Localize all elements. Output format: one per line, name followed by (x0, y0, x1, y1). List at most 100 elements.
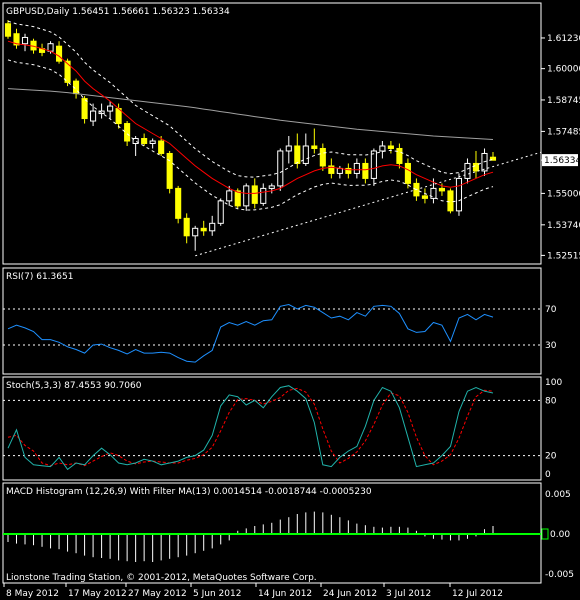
macd-pane[interactable]: MACD Histogram (12,26,9) With Filter MA(… (2, 482, 574, 584)
time-label: 27 May 2012 (128, 589, 187, 599)
candle-body (472, 162, 480, 172)
slow-moving-average-line (7, 88, 494, 140)
rsi-pane[interactable]: RSI(7) 61.3651 70 30 (2, 267, 557, 375)
macd-zero-marker (541, 528, 549, 540)
candle-body (285, 145, 292, 152)
stoch-main-line (7, 385, 494, 471)
candle-body (21, 36, 29, 45)
candle-body (226, 190, 233, 202)
rsi-plot (3, 303, 541, 363)
candle-body (404, 162, 411, 184)
candle-body (90, 110, 97, 122)
candle-body (149, 140, 156, 144)
candle-body (64, 60, 71, 83)
rsi-axis: 70 30 (545, 305, 557, 351)
candle-body (4, 23, 12, 37)
price-plot (4, 20, 542, 257)
candle-body (277, 150, 284, 187)
stoch-pane-frame (2, 376, 542, 481)
candle-body (192, 227, 199, 237)
price-label: 1.61230 (547, 34, 580, 44)
macd-level-label: -0.005 (545, 570, 574, 580)
rsi-pane-frame (2, 267, 542, 375)
candle-body (13, 33, 20, 46)
stoch-level-label: 20 (545, 452, 557, 462)
candle-body (319, 147, 326, 167)
price-axis: 1.61230 1.60000 1.58745 1.57485 1.56334 1.550… (541, 34, 580, 261)
rsi-line (7, 303, 494, 363)
candle-body (209, 222, 216, 232)
time-label: 17 May 2012 (68, 589, 127, 599)
candle-body (379, 145, 386, 152)
upper-band-line (7, 20, 494, 178)
candle-body (387, 145, 394, 149)
stoch-signal-line (7, 387, 494, 467)
candle-body (175, 187, 182, 219)
candle-body (370, 150, 377, 179)
price-pane[interactable]: GBPUSD,Daily 1.56451 1.56661 1.56323 1.5… (2, 2, 580, 265)
candle-body (200, 227, 207, 232)
rsi-level-label: 70 (545, 305, 557, 315)
macd-pane-title: MACD Histogram (12,26,9) With Filter MA(… (6, 487, 372, 497)
candle-body (328, 165, 335, 174)
time-label: 5 Jun 2012 (193, 589, 241, 599)
stoch-plot (3, 385, 541, 471)
candle-body (362, 162, 369, 179)
candle-body (345, 167, 352, 174)
candle-body (81, 98, 88, 120)
price-label: 1.55000 (547, 189, 580, 199)
macd-level-label: 0.00 (550, 530, 570, 540)
copyright-text: Lionstone Trading Station, © 2001-2012, … (6, 573, 317, 583)
candle-body (234, 190, 241, 207)
time-label: 12 Jul 2012 (452, 589, 503, 599)
candle-body (217, 200, 224, 224)
price-label: 1.52515 (547, 251, 580, 261)
candle-body (243, 185, 250, 207)
candle-body (260, 187, 267, 204)
candle-body (311, 145, 318, 149)
candle-body (489, 156, 497, 161)
candle-body (47, 43, 54, 52)
candle-body (396, 147, 403, 164)
stoch-pane[interactable]: Stoch(5,3,3) 87.4553 90.7060 100 80 20 0 (2, 376, 562, 481)
candle-body (268, 185, 275, 189)
candle-body (56, 45, 63, 62)
price-pane-frame (2, 2, 542, 265)
macd-plot (3, 511, 541, 562)
current-price-marker (542, 154, 578, 167)
candle-body (141, 138, 148, 144)
candle-body (430, 187, 437, 199)
candle-body (294, 145, 301, 164)
stoch-axis: 100 80 20 0 (545, 378, 562, 480)
price-pane-title: GBPUSD,Daily 1.56451 1.56661 1.56323 1.5… (6, 7, 230, 17)
time-axis: 8 May 2012 17 May 2012 27 May 2012 5 Jun 20… (3, 583, 503, 599)
time-label: 14 Jun 2012 (258, 589, 312, 599)
macd-level-label: 0.005 (545, 490, 571, 500)
candle-body (124, 123, 131, 142)
candle-body (132, 138, 139, 144)
rsi-level-label: 30 (545, 341, 557, 351)
rsi-pane-title: RSI(7) 61.3651 (6, 272, 73, 282)
fast-moving-average-line (7, 40, 494, 194)
candle-body (464, 162, 471, 179)
price-label: 1.60000 (547, 65, 580, 75)
candle-body (251, 185, 258, 204)
price-label: 1.53740 (547, 221, 580, 231)
candle-body (353, 162, 360, 174)
candle-body (166, 152, 173, 189)
price-label: 1.58745 (547, 96, 580, 106)
stoch-level-label: 80 (545, 396, 557, 406)
current-price-label: 1.56334 (544, 156, 580, 166)
stoch-level-label: 100 (545, 378, 562, 388)
candle-body (107, 105, 114, 112)
macd-axis: 0.005 0.00 -0.005 (541, 490, 574, 580)
candle-body (336, 167, 343, 174)
candle-body (447, 190, 454, 212)
stoch-pane-title: Stoch(5,3,3) 87.4553 90.7060 (6, 381, 142, 391)
candle-body (302, 145, 309, 164)
time-label: 8 May 2012 (6, 589, 59, 599)
candle-body (421, 195, 428, 199)
candle-body (455, 177, 463, 212)
